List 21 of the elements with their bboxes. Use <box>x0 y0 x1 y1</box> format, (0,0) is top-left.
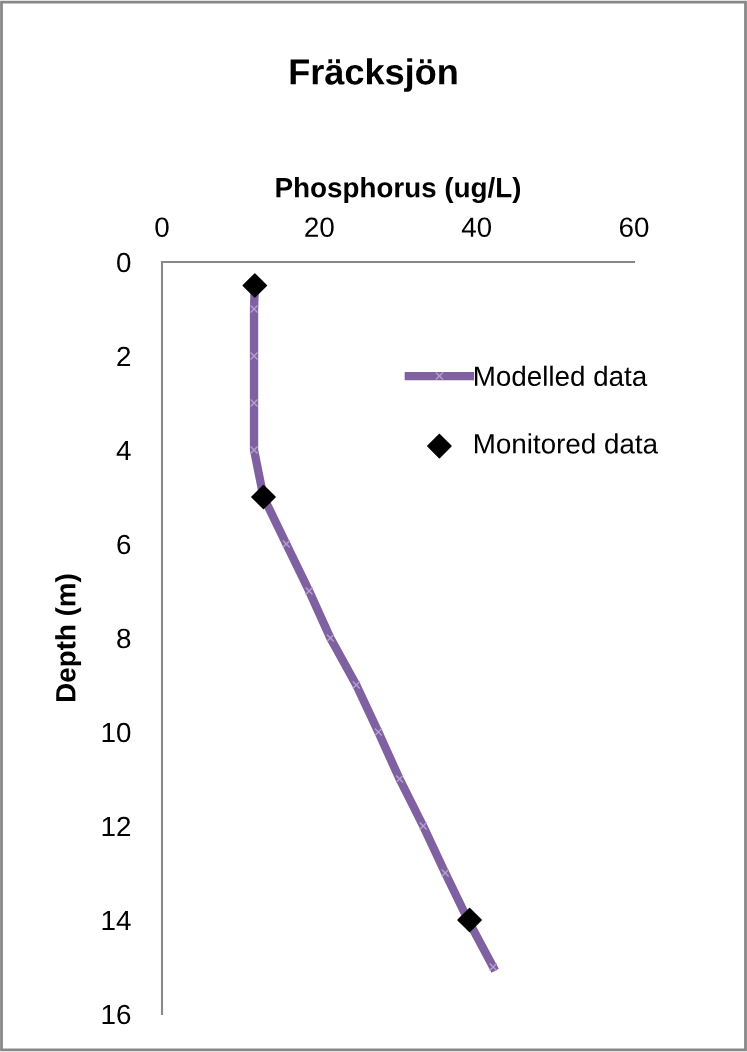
y-tick-label: 16 <box>102 1004 131 1025</box>
chart-title: Fräcksjön <box>290 58 457 92</box>
x-axis-title: Phosphorus (ug/L) <box>276 177 521 204</box>
y-tick-label: 12 <box>102 816 131 837</box>
x-tick-label: 40 <box>461 217 492 238</box>
legend-label: Modelled data <box>475 365 648 387</box>
point <box>251 484 276 510</box>
y-axis-title: Depth (m) <box>55 574 82 701</box>
y-tick-label: 4 <box>116 440 131 461</box>
x-tick-label: 20 <box>305 217 334 238</box>
legend-label: Monitored data <box>475 433 659 454</box>
y-tick-label: 8 <box>117 628 131 649</box>
y-tick-label: 10 <box>102 722 131 743</box>
x-tick-label: 0 <box>155 217 169 238</box>
point <box>242 273 268 298</box>
y-tick-label: 14 <box>102 910 131 931</box>
y-tick-label: 0 <box>117 252 131 273</box>
x-tick-label: 60 <box>619 217 649 238</box>
point <box>457 907 482 933</box>
y-tick-label: 2 <box>117 346 131 367</box>
y-tick-label: 6 <box>117 534 131 555</box>
